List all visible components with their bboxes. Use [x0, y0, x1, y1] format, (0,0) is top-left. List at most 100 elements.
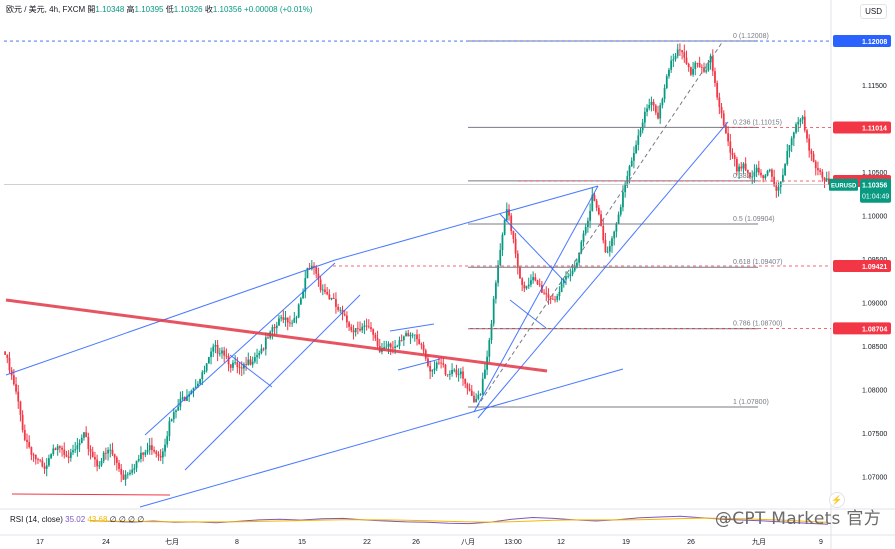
current-price-tag	[860, 178, 891, 203]
candle-body	[530, 280, 532, 285]
candle-body	[512, 231, 515, 239]
time-axis-tick: 13:00	[504, 539, 522, 546]
candle-body	[764, 175, 767, 179]
rsi-label[interactable]: RSI (14, close)	[10, 515, 63, 524]
wedge-line-2	[509, 299, 547, 329]
candle-body	[799, 119, 802, 122]
candle-body	[28, 441, 31, 448]
candle-body	[819, 170, 822, 172]
candle-body	[562, 279, 565, 284]
candle-body	[118, 462, 120, 469]
candle-body	[142, 452, 145, 455]
candle-body	[319, 279, 322, 291]
timeframe[interactable]: 4h	[49, 5, 59, 14]
candle-body	[363, 325, 366, 327]
candle-body	[665, 76, 668, 89]
candle-body	[74, 449, 77, 451]
candle-body	[613, 231, 616, 239]
candle-body	[565, 276, 567, 280]
candle-body	[365, 325, 368, 327]
candle-body	[251, 361, 254, 365]
time-axis-tick: 26	[412, 539, 420, 546]
candle-body	[817, 168, 819, 171]
candle-body	[332, 297, 335, 299]
change-value: +0.00008 (+0.01%)	[244, 5, 313, 14]
candle-body	[582, 233, 585, 242]
candle-body	[435, 362, 438, 369]
price-label-tag	[833, 322, 891, 335]
candle-body	[324, 289, 326, 292]
candle-body	[109, 449, 112, 451]
wedge-line-1	[499, 213, 567, 284]
fib-trend-line	[476, 40, 724, 408]
candle-body	[538, 284, 541, 286]
candle-body	[624, 183, 627, 193]
candle-body	[803, 116, 806, 131]
candle-body	[181, 397, 184, 399]
price-axis-tick: 1.10500	[862, 170, 887, 177]
close-label: 收	[204, 5, 213, 14]
candle-body	[650, 101, 653, 105]
candle-body	[212, 346, 215, 352]
candle-body	[689, 67, 692, 75]
candle-body	[192, 387, 195, 391]
candle-body	[705, 70, 708, 72]
time-axis-tick: 9	[819, 539, 823, 546]
candle-body	[339, 309, 342, 311]
candle-body	[177, 406, 180, 411]
time-axis-tick: 17	[36, 539, 44, 546]
candle-body	[120, 468, 123, 475]
candle-body	[464, 378, 467, 384]
candle-body	[234, 362, 237, 364]
candle-body	[245, 364, 248, 365]
major-downtrend-line	[5, 298, 548, 373]
candle-body	[328, 294, 331, 300]
candle-body	[335, 298, 337, 307]
bolt-icon[interactable]: ⚡	[829, 492, 845, 508]
low-label: 低	[165, 5, 174, 14]
candle-body	[681, 50, 684, 53]
candle-body	[753, 172, 756, 177]
candle-body	[387, 343, 390, 347]
candle-body	[94, 456, 96, 460]
candle-body	[67, 456, 70, 458]
price-axis-tick: 1.07000	[862, 475, 887, 482]
candle-body	[628, 166, 631, 177]
candle-body	[8, 357, 11, 371]
candle-body	[126, 474, 129, 475]
symbol-tag	[829, 178, 858, 191]
flag-line-1	[229, 354, 273, 388]
candle-body	[657, 112, 659, 119]
candle-body	[641, 122, 644, 131]
candle-body	[484, 369, 486, 379]
candle-body	[698, 62, 701, 68]
candle-body	[722, 113, 725, 126]
candle-body	[556, 296, 559, 300]
candle-body	[87, 436, 90, 449]
candle-body	[549, 297, 552, 300]
candle-body	[779, 181, 782, 188]
candle-body	[714, 71, 716, 83]
symbol-tag-text: EURUSD	[831, 184, 857, 190]
candle-body	[749, 172, 751, 178]
candle-body	[337, 306, 340, 310]
candle-body	[52, 448, 55, 455]
candle-body	[225, 355, 228, 357]
candle-body	[808, 138, 811, 151]
candle-body	[490, 323, 493, 341]
candle-body	[34, 454, 37, 460]
channel-upper-extension	[334, 185, 599, 261]
candle-body	[527, 284, 530, 287]
time-axis-tick: 12	[557, 539, 565, 546]
candle-body	[825, 178, 828, 181]
currency-button[interactable]: USD	[860, 4, 887, 19]
candle-body	[543, 292, 545, 294]
symbol-name[interactable]: 欧元 / 美元	[6, 5, 45, 14]
candle-body	[407, 333, 410, 337]
candle-body	[473, 395, 475, 403]
candle-body	[240, 367, 243, 369]
candle-body	[260, 348, 263, 354]
fib-level-label: 1 (1.07800)	[733, 399, 769, 406]
